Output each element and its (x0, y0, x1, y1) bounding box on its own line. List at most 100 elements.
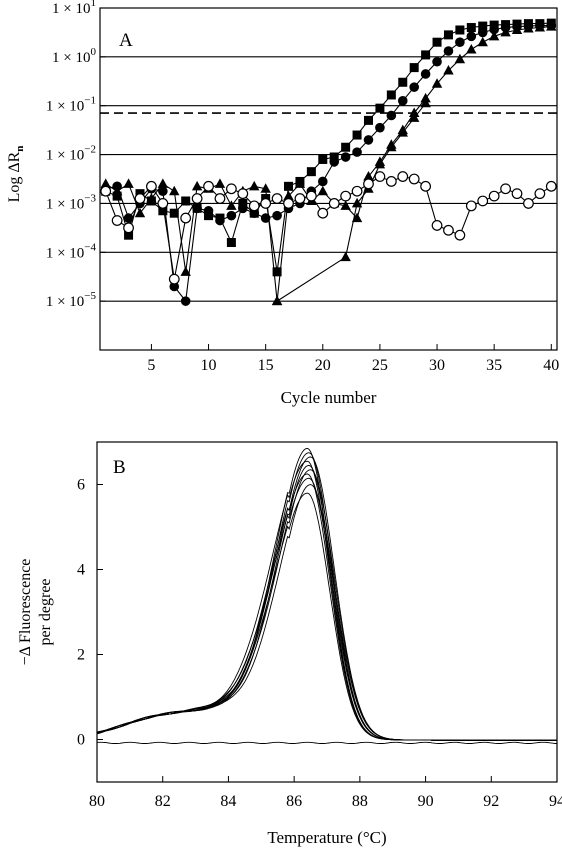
panel-a-data-point (455, 37, 465, 47)
panel-a-data-point (420, 69, 431, 79)
panel-a-data-point (238, 198, 248, 208)
panel-a-x-tick-label: 20 (315, 357, 331, 374)
panel-a-data-point (431, 78, 443, 88)
panel-a-data-point (260, 198, 272, 209)
panel-a-data-point (478, 21, 488, 31)
panel-a-data-point (318, 154, 328, 164)
panel-b-y-tick-label: 2 (77, 647, 85, 664)
panel-a-data-point (408, 112, 420, 122)
panel-a-data-point (100, 178, 111, 188)
panel-b-x-tick-label: 80 (89, 793, 105, 810)
panel-a-x-tick-label: 15 (258, 357, 274, 374)
panel-a-data-point (123, 222, 134, 234)
panel-a-data-point (238, 203, 248, 214)
panel-a-data-point (134, 207, 146, 218)
panel-a-data-point (420, 92, 431, 103)
panel-a-series-line (105, 25, 552, 303)
panel-a-data-point (111, 185, 123, 196)
panel-a-data-point (272, 267, 282, 277)
panel-b-x-tick-label: 88 (352, 793, 368, 810)
panel-a-data-point (111, 215, 123, 226)
panel-a-data-point (466, 23, 476, 33)
panel-a-data-point (409, 82, 419, 92)
panel-a-x-tick-label: 25 (372, 357, 388, 374)
panel-a-data-point (523, 198, 534, 209)
panel-a-data-point (465, 200, 477, 212)
panel-a-data-point (408, 173, 420, 185)
panel-a-data-point (272, 210, 282, 221)
panel-a-data-point (363, 178, 374, 190)
panel-a-data-point (226, 210, 237, 221)
panel-a-letter: A (119, 30, 133, 51)
panel-a-x-tick-label: 10 (201, 357, 217, 374)
panel-a-data-point (180, 296, 191, 306)
panel-a-data-point (431, 220, 443, 231)
panel-a-x-tick-label: 30 (429, 357, 445, 374)
panel-a-data-point (374, 171, 386, 182)
panel-a-x-tick-label: 35 (486, 357, 502, 374)
panel-a-y-axis-label-main: Log ΔR (6, 151, 23, 202)
panel-b-melt-curve (96, 456, 557, 741)
panel-a-data-point (523, 23, 534, 33)
panel-b-x-tick-label: 86 (286, 793, 302, 810)
panel-b-y-tick-label: 4 (77, 562, 85, 579)
panel-a-y-tick-label: 1 × 10−5 (46, 290, 97, 310)
panel-a-x-tick-label: 40 (543, 357, 559, 374)
panel-a-data-point (214, 193, 226, 204)
panel-a-data-point (511, 24, 523, 34)
panel-a-data-point (169, 185, 180, 196)
panel-a-data-point (432, 37, 442, 47)
panel-b-melt-curve (96, 473, 557, 741)
panel-b-x-axis-label: Temperature (°C) (267, 828, 386, 847)
panel-a-data-point (363, 135, 374, 145)
panel-b-melt-curve (96, 447, 557, 741)
panel-a-plot-frame (99, 7, 558, 351)
panel-a-data-point (328, 198, 340, 209)
panel-a-data-point (180, 212, 192, 224)
panel-a-data-point (500, 183, 511, 195)
panel-a-gridlines (100, 56, 557, 302)
panel-a-data-point (203, 180, 214, 192)
panel-a-data-point (317, 176, 328, 187)
panel-a-data-point (546, 21, 557, 31)
panel-a-data-point (225, 183, 237, 195)
panel-b-melt-curve (96, 464, 557, 741)
panel-b-melt-curve (96, 469, 557, 741)
panel-b-ticks: 80 82 84 86 88 90 92 94 0 2 4 6 (77, 477, 562, 811)
panel-a-data-point (249, 180, 260, 191)
panel-a-data-point (260, 183, 271, 193)
panel-a-data-point (443, 46, 454, 56)
panel-a-data-point (180, 266, 191, 276)
panel-a-data-point (352, 147, 362, 157)
panel-a-data-point (511, 188, 523, 200)
panel-a-data-point (421, 50, 431, 60)
panel-a-data-point (420, 180, 432, 192)
panel-b-y-axis-label-line1: −Δ Fluorescence (17, 559, 34, 666)
panel-a-data-point (352, 130, 362, 140)
panel-a-data-point (124, 230, 134, 240)
panel-a-data-point (191, 180, 203, 191)
panel-a-data-point (157, 198, 169, 209)
panel-a-data-point (375, 103, 385, 113)
panel-b-melt-curve (96, 484, 557, 741)
panel-a-data-point (340, 190, 352, 202)
panel-b-x-tick-label: 92 (483, 793, 499, 810)
panel-a-data-point (157, 178, 169, 188)
panel-a-data-point (248, 200, 260, 212)
panel-a-data-point (169, 208, 179, 218)
panel-a-data-point (237, 188, 249, 200)
panel-a-data-point (534, 22, 546, 32)
panel-a-y-tick-label: 1 × 10−4 (46, 241, 97, 261)
panel-a-data-point (443, 224, 454, 236)
panel-a-data-point (283, 190, 294, 201)
panel-a-data-point (134, 193, 146, 204)
panel-a-data-point (420, 97, 431, 108)
panel-a-data-point (409, 63, 419, 73)
panel-a-data-point (443, 30, 453, 40)
panel-a-data-point (466, 44, 477, 54)
panel-a-data-point (489, 24, 499, 35)
panel-a-data-point (317, 185, 328, 196)
panel-a-data-point (477, 27, 488, 38)
panel-a-data-point (294, 193, 306, 204)
panel-a-data-point (386, 110, 397, 121)
